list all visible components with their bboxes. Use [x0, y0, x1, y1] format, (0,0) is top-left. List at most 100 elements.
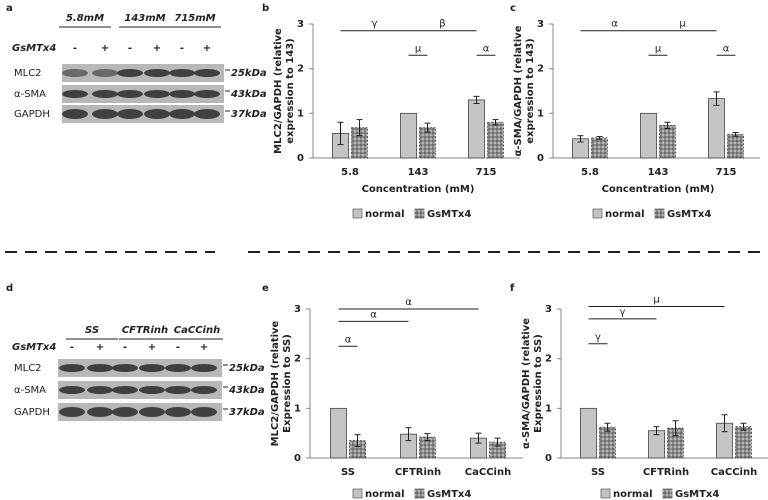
- y-tick-label: 2: [294, 354, 301, 365]
- blot-band: [191, 386, 217, 394]
- blot-band: [62, 90, 88, 98]
- protein-label: MLC2: [14, 363, 42, 374]
- error-bar: [424, 433, 431, 442]
- x-tick-label: 715: [716, 167, 737, 178]
- y-axis-label-line: MLC2/GAPDH (relative: [273, 28, 284, 154]
- panel-label: e: [262, 283, 269, 294]
- error-bar: [604, 422, 611, 432]
- blot-band: [194, 109, 220, 119]
- treatment-sign: +: [203, 43, 211, 54]
- bar-texture: [419, 127, 436, 158]
- x-tick-label: CaCCinh: [465, 467, 511, 478]
- y-axis-label-line: Expression to SS): [282, 334, 293, 433]
- blot-band: [87, 386, 113, 394]
- significance-label: α: [723, 43, 730, 54]
- x-tick-label: 143: [648, 167, 669, 178]
- blot-band: [87, 364, 113, 372]
- blot-band: [59, 364, 85, 372]
- panel-label: f: [510, 283, 515, 294]
- x-tick-label: SS: [341, 467, 355, 478]
- y-tick-label: 1: [545, 403, 552, 414]
- size-label: 37kDa: [231, 109, 267, 120]
- blot-band: [139, 386, 165, 394]
- treatment-sign: +: [153, 43, 161, 54]
- bar: [708, 98, 725, 159]
- condition-label: CaCCinh: [174, 325, 220, 336]
- panel-label: b: [262, 3, 269, 14]
- bar-texture: [351, 127, 368, 158]
- blot-band: [165, 386, 191, 394]
- error-bar: [672, 420, 679, 437]
- error-bar: [492, 119, 499, 126]
- y-axis-label: α-SMA/GAPDH (relativeexpression to 143): [513, 25, 536, 156]
- y-tick-label: 3: [537, 19, 544, 30]
- significance-label: μ: [655, 43, 662, 54]
- blot-band: [59, 407, 85, 417]
- y-axis-label: MLC2/GAPDH (relativeexpression to 143): [273, 28, 296, 154]
- error-bar: [473, 95, 480, 105]
- significance-label: γ: [595, 332, 601, 343]
- size-label: 25kDa: [229, 363, 265, 374]
- x-tick-label: CaCCinh: [711, 467, 757, 478]
- bar-texture: [727, 134, 744, 158]
- blot-band: [139, 364, 165, 372]
- y-tick-label: 0: [297, 153, 304, 164]
- y-tick-label: 2: [545, 354, 552, 365]
- error-bar: [732, 132, 739, 137]
- error-bar: [740, 422, 747, 431]
- treatment-sign: -: [128, 43, 132, 54]
- protein-label: MLC2: [14, 68, 42, 79]
- y-tick-label: 0: [294, 453, 301, 464]
- y-tick-label: 0: [537, 153, 544, 164]
- condition-label: 5.8mM: [66, 13, 104, 24]
- legend-label: GsMTx4: [427, 209, 471, 220]
- blot-band: [92, 90, 118, 98]
- bar-texture: [659, 125, 676, 158]
- treatment-sign: +: [96, 342, 104, 353]
- x-tick-label: 143: [408, 167, 429, 178]
- treatment-sign: +: [148, 342, 156, 353]
- panel-label: d: [6, 283, 13, 294]
- treatment-sign: -: [73, 43, 77, 54]
- blot-band: [112, 364, 138, 372]
- error-bar: [494, 437, 501, 447]
- blot-band: [62, 69, 88, 77]
- significance-label: α: [345, 334, 352, 345]
- treatment-sign: +: [101, 43, 109, 54]
- error-bar: [664, 121, 671, 130]
- error-bar: [405, 427, 412, 442]
- treatment-sign: -: [123, 342, 127, 353]
- blot-band: [165, 364, 191, 372]
- legend-texture: [415, 209, 424, 218]
- condition-label: CFTRinh: [122, 325, 168, 336]
- legend-texture: [655, 209, 664, 218]
- protein-label: GAPDH: [14, 407, 50, 418]
- y-axis-label-line: Expression to SS): [533, 334, 544, 433]
- treatment-sign: -: [176, 342, 180, 353]
- y-tick-label: 2: [297, 64, 304, 75]
- bar: [400, 112, 417, 159]
- y-tick-label: 1: [294, 403, 301, 414]
- y-tick-label: 3: [294, 304, 301, 315]
- error-bar: [721, 414, 728, 433]
- blot-band: [117, 90, 143, 98]
- significance-label: α: [405, 297, 412, 308]
- bar: [640, 112, 657, 159]
- significance-label: α: [611, 19, 618, 30]
- x-tick-label: 5.8: [581, 167, 599, 178]
- size-label: 43kDa: [230, 89, 267, 100]
- error-bar: [424, 122, 431, 133]
- error-bar: [337, 121, 344, 146]
- bar: [468, 99, 485, 159]
- error-bar: [356, 119, 363, 137]
- x-tick-label: CFTRinh: [395, 467, 441, 478]
- legend-label: normal: [605, 209, 645, 220]
- y-axis-label: MLC2/GAPDH (relativeExpression to SS): [270, 320, 293, 446]
- protein-label: GAPDH: [14, 109, 50, 120]
- y-axis-label-line: expression to 143): [525, 38, 536, 143]
- bar-texture: [419, 437, 436, 458]
- blot-band: [165, 407, 191, 417]
- condition-label: 715mM: [174, 13, 215, 24]
- bar: [580, 407, 597, 459]
- legend-swatch: [592, 208, 603, 219]
